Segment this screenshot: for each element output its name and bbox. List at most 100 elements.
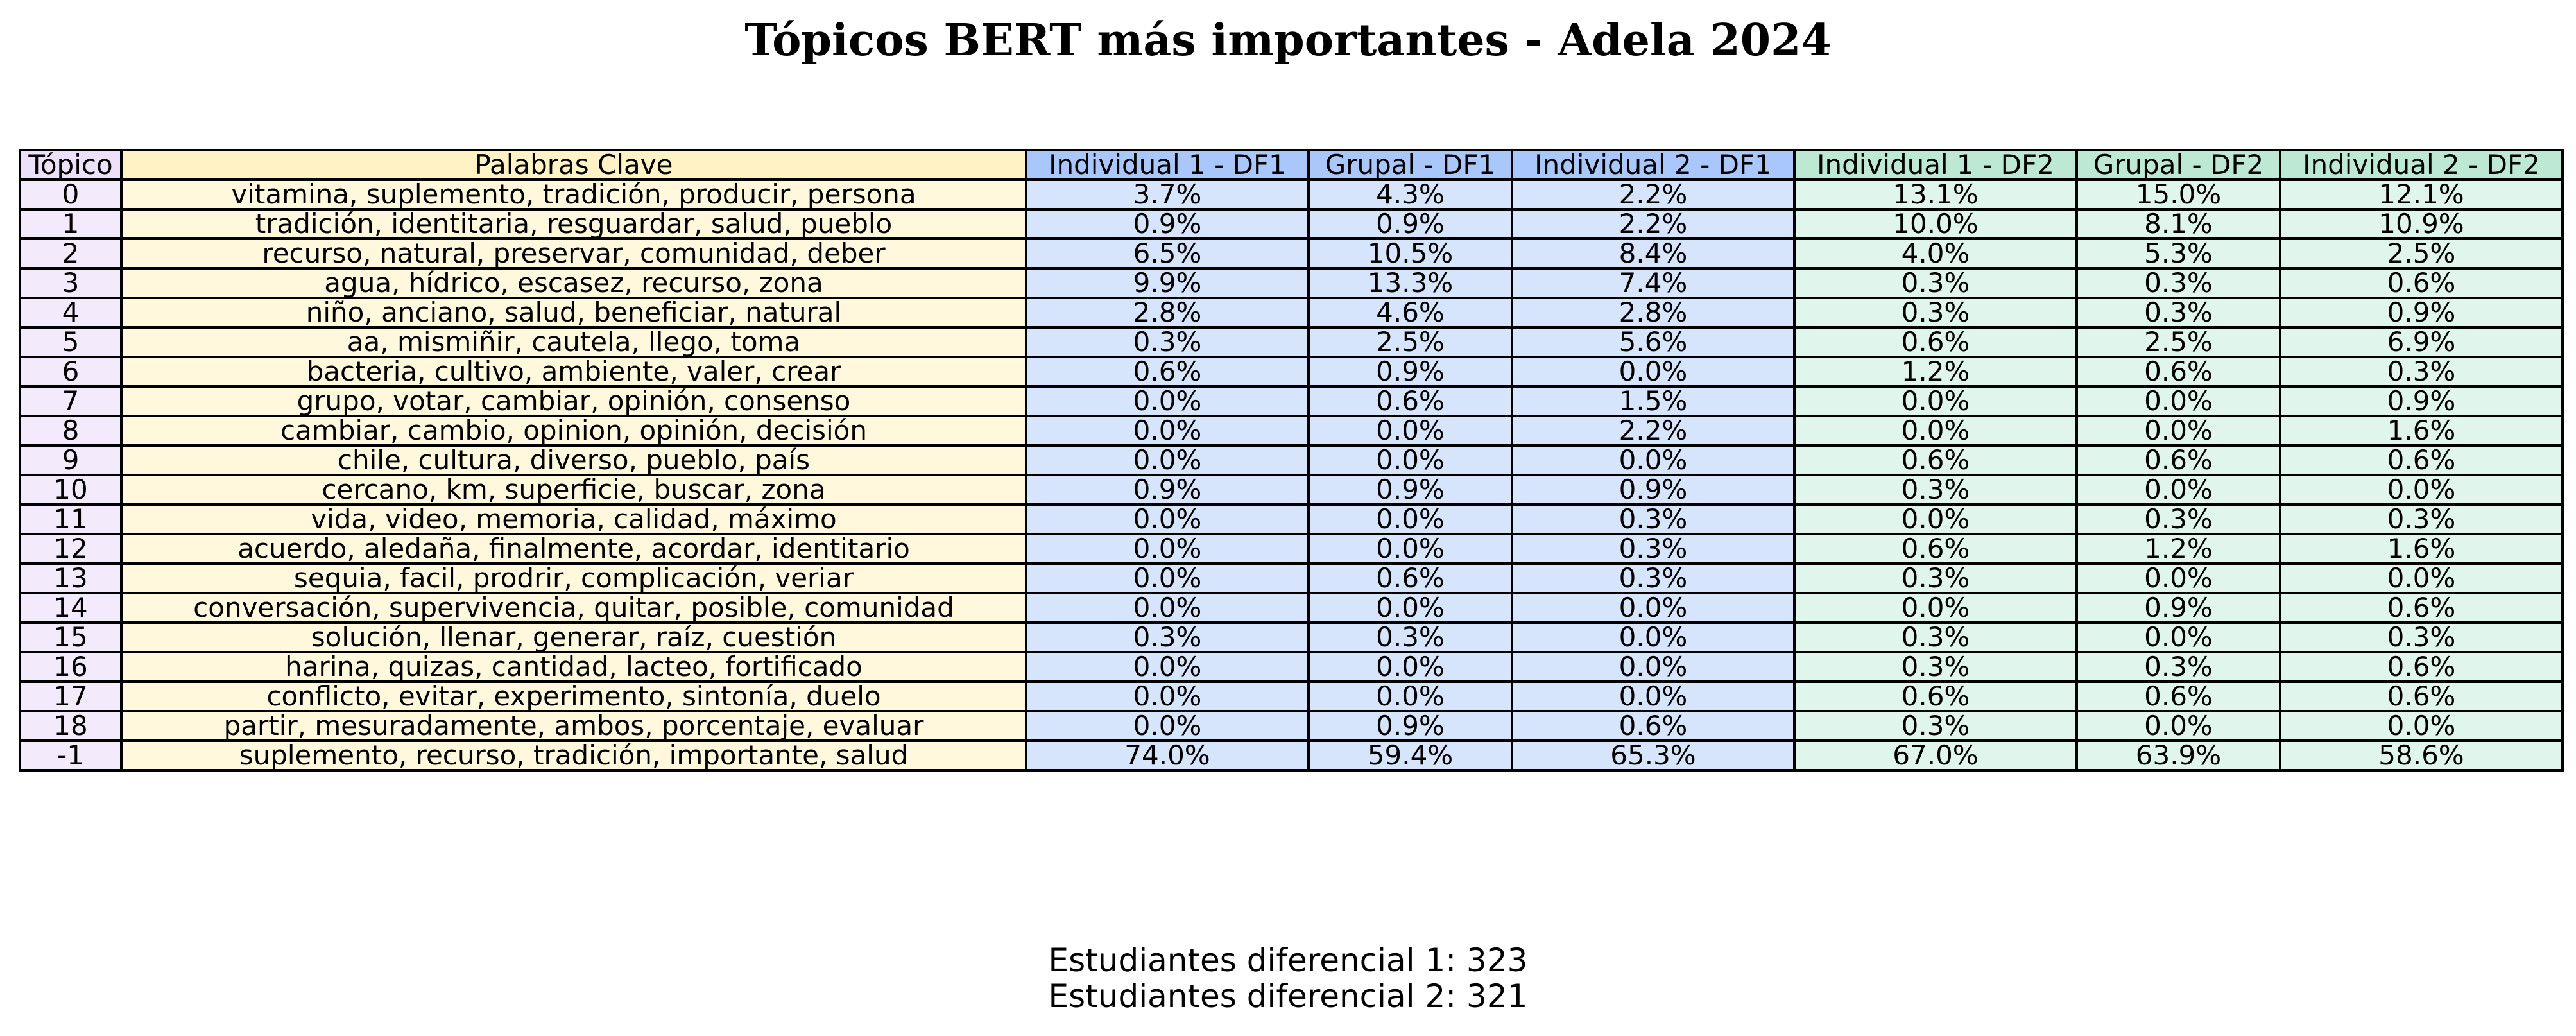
cell-keywords: aa, mismiñir, cautela, llego, toma (120, 326, 1027, 358)
cell-ind2-df1: 1.5% (1511, 385, 1796, 417)
cell-keywords: niño, anciano, salud, beneficiar, natura… (120, 297, 1027, 329)
cell-ind2-df2: 0.3% (2279, 356, 2564, 388)
cell-ind1-df1: 0.6% (1025, 356, 1310, 388)
cell-grupal-df1: 0.0% (1307, 680, 1513, 712)
cell-ind1-df1: 0.0% (1025, 533, 1310, 565)
cell-ind2-df1: 2.8% (1511, 297, 1796, 329)
cell-ind1-df1: 0.0% (1025, 415, 1310, 447)
cell-topic: 5 (19, 326, 123, 358)
cell-topic: 16 (19, 651, 123, 683)
cell-ind2-df2: 6.9% (2279, 326, 2564, 358)
cell-ind1-df2: 0.0% (1793, 385, 2078, 417)
cell-ind1-df1: 74.0% (1025, 739, 1310, 772)
table-row: 18 partir, mesuradamente, ambos, porcenta… (19, 710, 2564, 742)
table-row: 13 sequia, facil, prodrir, complicación, … (19, 562, 2564, 594)
cell-grupal-df2: 0.0% (2075, 621, 2281, 653)
cell-ind2-df1: 0.9% (1511, 474, 1796, 506)
cell-topic: 9 (19, 444, 123, 476)
table-row: -1 suplemento, recurso, tradición, import… (19, 739, 2564, 772)
cell-ind2-df1: 0.3% (1511, 562, 1796, 594)
cell-keywords: bacteria, cultivo, ambiente, valer, crea… (120, 356, 1027, 388)
table-row: 1 tradición, identitaria, resguardar, sal… (19, 208, 2564, 240)
cell-ind1-df1: 0.0% (1025, 680, 1310, 712)
cell-grupal-df1: 13.3% (1307, 267, 1513, 299)
column-header-grupal-df2: Grupal - DF2 (2075, 149, 2281, 181)
column-header-ind1-df2: Individual 1 - DF2 (1793, 149, 2078, 181)
cell-ind2-df1: 7.4% (1511, 267, 1796, 299)
cell-ind1-df2: 0.6% (1793, 680, 2078, 712)
table-body: 0 vitamina, suplemento, tradición, produc… (19, 178, 2564, 772)
cell-topic: 14 (19, 592, 123, 624)
table-row: 12 acuerdo, aledaña, finalmente, acordar,… (19, 533, 2564, 565)
cell-keywords: acuerdo, aledaña, finalmente, acordar, i… (120, 533, 1027, 565)
cell-ind1-df2: 0.0% (1793, 592, 2078, 624)
column-header-ind2-df2: Individual 2 - DF2 (2279, 149, 2564, 181)
cell-grupal-df1: 0.9% (1307, 474, 1513, 506)
cell-grupal-df1: 0.3% (1307, 621, 1513, 653)
topics-table: Tópico Palabras Clave Individual 1 - DF1 Gr… (19, 149, 2564, 772)
cell-topic: 10 (19, 474, 123, 506)
cell-keywords: agua, hídrico, escasez, recurso, zona (120, 267, 1027, 299)
cell-grupal-df1: 4.3% (1307, 178, 1513, 211)
cell-ind2-df1: 65.3% (1511, 739, 1796, 772)
table-row: 2 recurso, natural, preservar, comunidad,… (19, 237, 2564, 270)
cell-topic: -1 (19, 739, 123, 772)
cell-ind1-df2: 0.6% (1793, 444, 2078, 476)
column-header-ind2-df1: Individual 2 - DF1 (1511, 149, 1796, 181)
cell-grupal-df2: 0.0% (2075, 562, 2281, 594)
cell-topic: 0 (19, 178, 123, 211)
cell-grupal-df1: 0.9% (1307, 208, 1513, 240)
cell-topic: 18 (19, 710, 123, 742)
table-row: 4 niño, anciano, salud, beneficiar, natur… (19, 297, 2564, 329)
cell-keywords: vida, video, memoria, calidad, máximo (120, 503, 1027, 535)
cell-keywords: sequia, facil, prodrir, complicación, ve… (120, 562, 1027, 594)
column-header-ind1-df1: Individual 1 - DF1 (1025, 149, 1310, 181)
cell-grupal-df2: 0.3% (2075, 651, 2281, 683)
cell-ind2-df1: 0.3% (1511, 533, 1796, 565)
cell-ind2-df1: 0.3% (1511, 503, 1796, 535)
cell-ind1-df1: 0.0% (1025, 444, 1310, 476)
cell-topic: 3 (19, 267, 123, 299)
cell-ind1-df1: 0.3% (1025, 621, 1310, 653)
cell-keywords: recurso, natural, preservar, comunidad, … (120, 237, 1027, 270)
cell-grupal-df1: 0.9% (1307, 356, 1513, 388)
cell-grupal-df1: 0.0% (1307, 533, 1513, 565)
cell-ind1-df2: 0.3% (1793, 710, 2078, 742)
cell-topic: 17 (19, 680, 123, 712)
cell-topic: 11 (19, 503, 123, 535)
cell-grupal-df2: 0.0% (2075, 710, 2281, 742)
table-row: 7 grupo, votar, cambiar, opinión, consens… (19, 385, 2564, 417)
column-header-topic: Tópico (19, 149, 123, 181)
cell-ind2-df2: 0.6% (2279, 651, 2564, 683)
cell-grupal-df2: 5.3% (2075, 237, 2281, 270)
cell-ind1-df1: 0.0% (1025, 592, 1310, 624)
table-row: 16 harina, quizas, cantidad, lacteo, fort… (19, 651, 2564, 683)
cell-keywords: tradición, identitaria, resguardar, salu… (120, 208, 1027, 240)
table-row: 9 chile, cultura, diverso, pueblo, país 0.… (19, 444, 2564, 476)
cell-keywords: vitamina, suplemento, tradición, produci… (120, 178, 1027, 211)
cell-ind2-df1: 0.0% (1511, 444, 1796, 476)
table-row: 15 solución, llenar, generar, raíz, cuest… (19, 621, 2564, 653)
cell-ind1-df2: 0.3% (1793, 562, 2078, 594)
cell-grupal-df2: 0.3% (2075, 297, 2281, 329)
cell-grupal-df2: 0.6% (2075, 356, 2281, 388)
cell-topic: 2 (19, 237, 123, 270)
cell-ind2-df2: 0.6% (2279, 680, 2564, 712)
table-row: 5 aa, mismiñir, cautela, llego, toma 0.3% 2… (19, 326, 2564, 358)
table-header-row: Tópico Palabras Clave Individual 1 - DF1 Gr… (19, 149, 2564, 181)
cell-topic: 1 (19, 208, 123, 240)
cell-ind1-df2: 0.3% (1793, 621, 2078, 653)
cell-ind1-df1: 0.0% (1025, 651, 1310, 683)
column-header-keywords: Palabras Clave (120, 149, 1027, 181)
footer-students-df2: Estudiantes diferencial 2: 321 (1048, 978, 1528, 1015)
cell-ind1-df1: 2.8% (1025, 297, 1310, 329)
cell-ind2-df2: 0.0% (2279, 710, 2564, 742)
cell-ind2-df1: 0.0% (1511, 356, 1796, 388)
cell-ind2-df2: 12.1% (2279, 178, 2564, 211)
cell-ind1-df1: 0.9% (1025, 474, 1310, 506)
table-row: 0 vitamina, suplemento, tradición, produc… (19, 178, 2564, 211)
cell-grupal-df2: 0.9% (2075, 592, 2281, 624)
cell-grupal-df2: 0.0% (2075, 474, 2281, 506)
cell-ind1-df2: 0.3% (1793, 267, 2078, 299)
cell-ind2-df2: 58.6% (2279, 739, 2564, 772)
